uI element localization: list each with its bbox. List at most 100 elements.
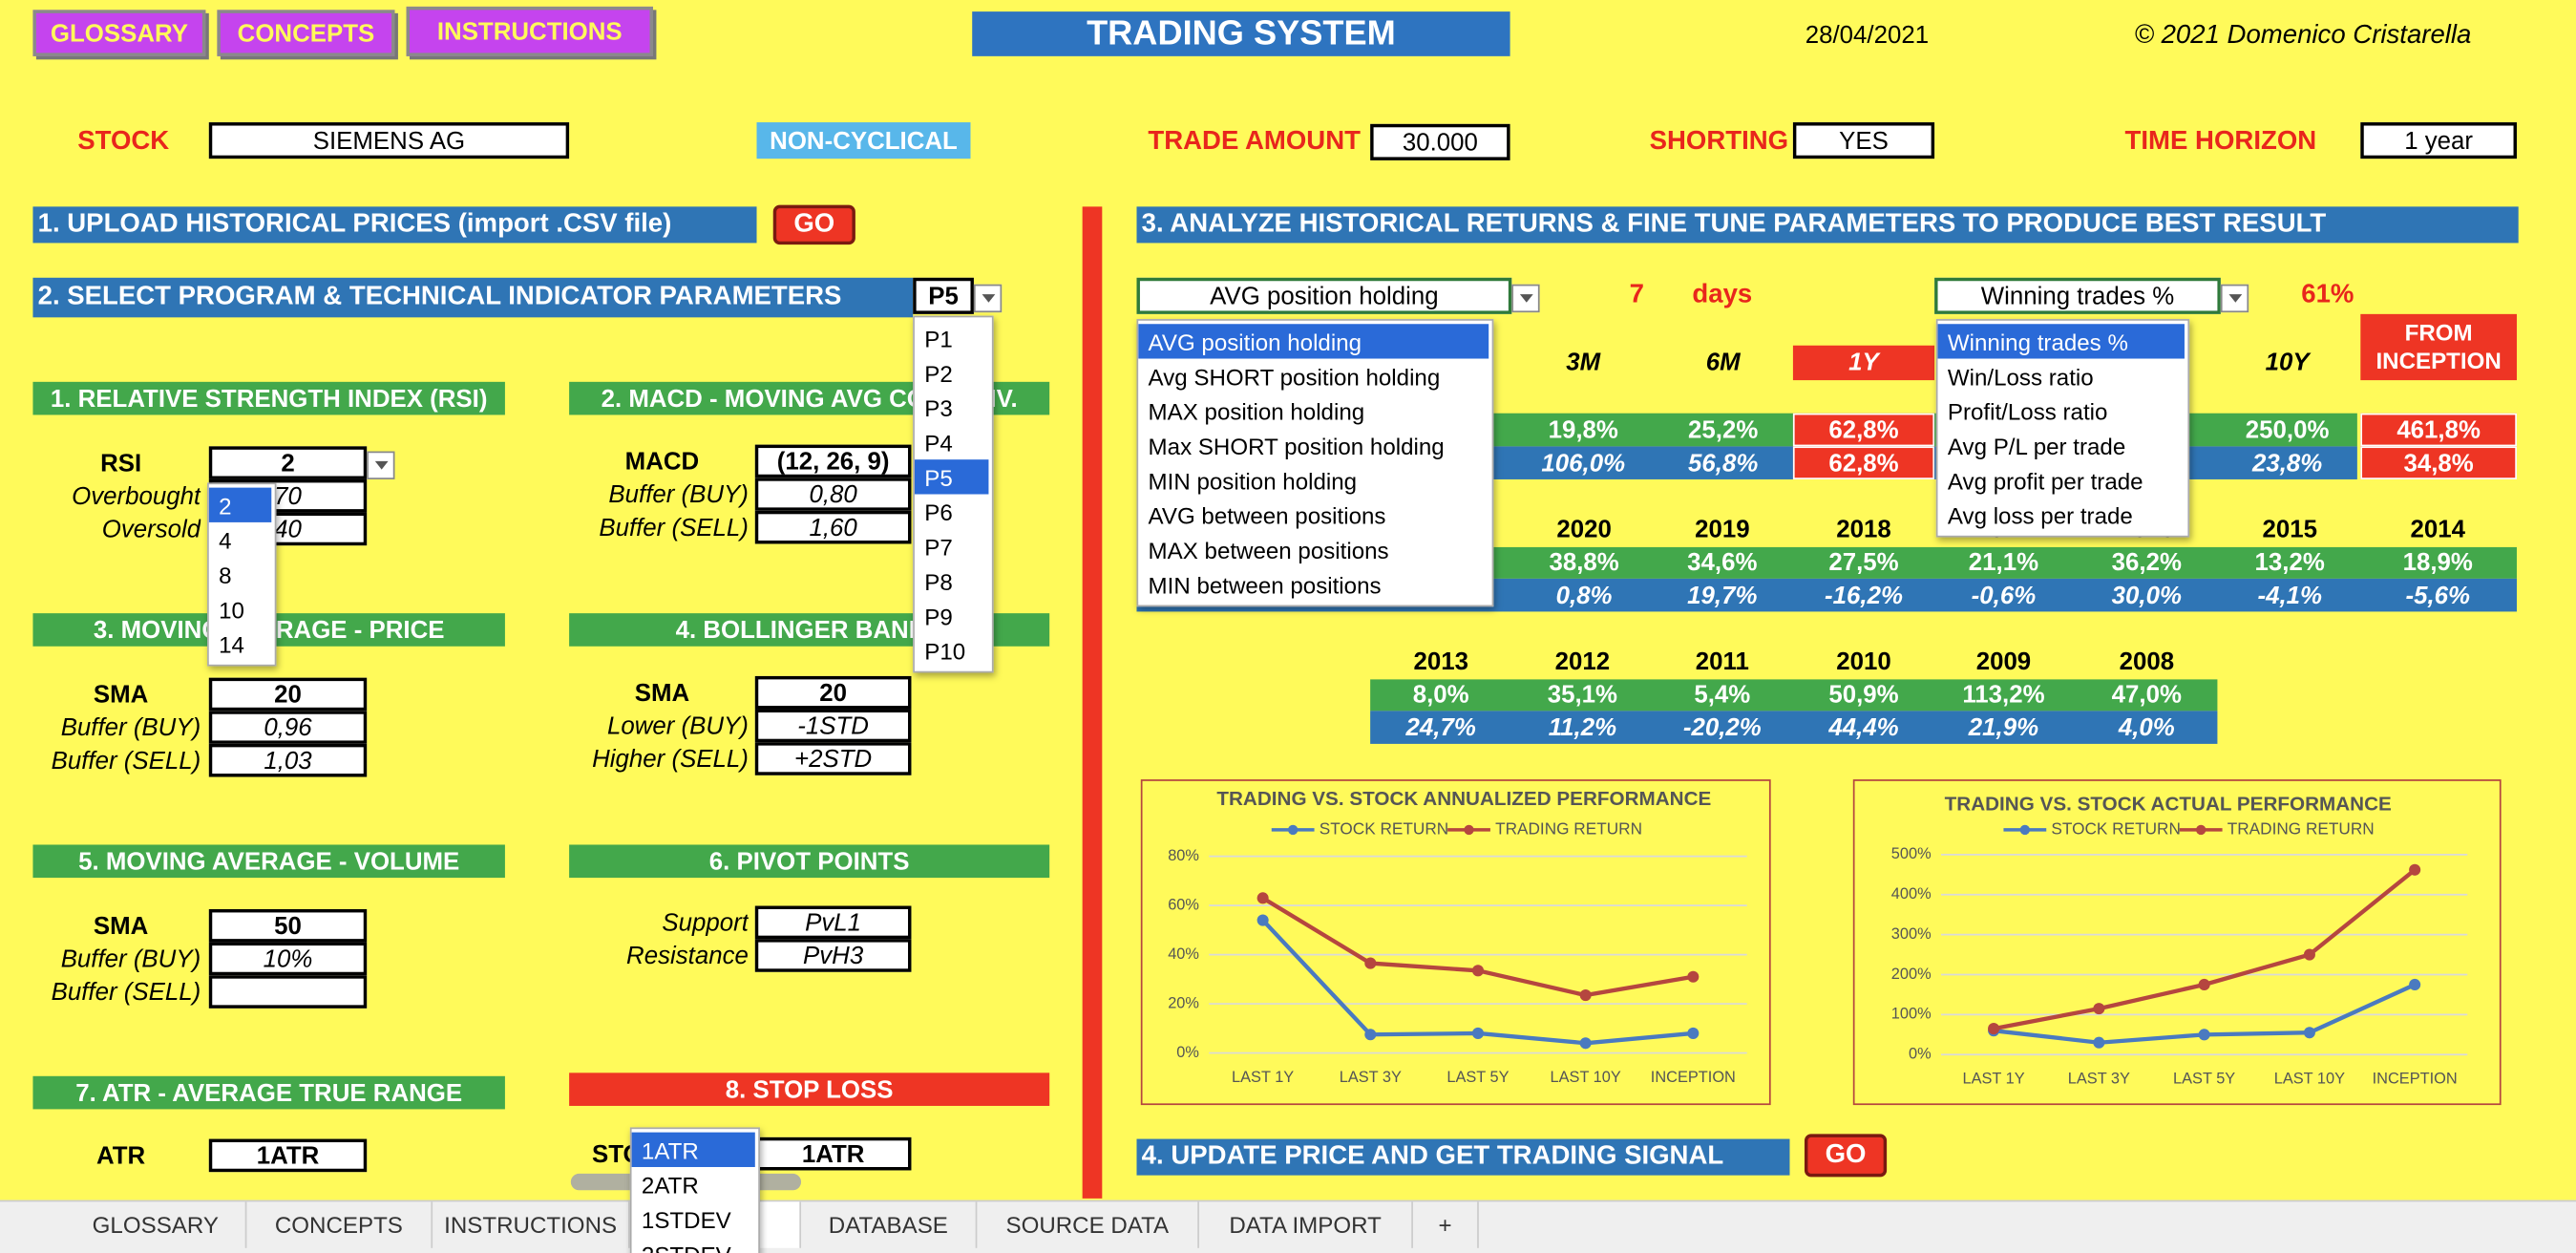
input-cell[interactable]: 0,80 bbox=[754, 478, 912, 511]
dropdown-option[interactable]: 4 bbox=[208, 521, 272, 558]
go-button[interactable]: GO bbox=[772, 204, 855, 245]
select-cell[interactable]: AVG position holding bbox=[1136, 277, 1512, 314]
input-cell[interactable]: +2STD bbox=[754, 742, 912, 775]
dropdown-option[interactable]: MAX position holding bbox=[1138, 393, 1489, 429]
dropdown-option[interactable]: Avg SHORT position holding bbox=[1138, 358, 1489, 393]
row-label: Higher (SELL) bbox=[592, 744, 749, 774]
trading-return: 113,2% bbox=[1962, 681, 2045, 710]
dropdown-option[interactable]: 2ATR bbox=[631, 1166, 755, 1202]
dropdown-option[interactable]: P8 bbox=[914, 563, 989, 599]
dropdown-option[interactable]: Avg P/L per trade bbox=[1937, 428, 2185, 463]
divider bbox=[1082, 206, 1103, 1199]
row-label: SMA bbox=[93, 680, 149, 709]
dropdown-option[interactable]: 10 bbox=[208, 591, 272, 626]
nav-button[interactable]: CONCEPTS bbox=[217, 10, 395, 56]
dropdown-option[interactable]: P1 bbox=[914, 320, 989, 356]
section-header: 4. UPDATE PRICE AND GET TRADING SIGNAL bbox=[1136, 1138, 1790, 1176]
trading-return: 50,9% bbox=[1828, 681, 1899, 710]
input-cell[interactable]: 1ATR bbox=[208, 1138, 368, 1173]
category-badge: NON-CYCLICAL bbox=[756, 122, 971, 159]
sheet-tab[interactable]: INSTRUCTIONS bbox=[433, 1201, 630, 1248]
data-point bbox=[2303, 948, 2315, 961]
stock-row bbox=[1370, 711, 2218, 744]
sheet-tab[interactable]: DATA IMPORT bbox=[1199, 1201, 1413, 1248]
sheet-tab[interactable]: GLOSSARY bbox=[66, 1201, 247, 1248]
dropdown-option[interactable]: Max SHORT position holding bbox=[1138, 428, 1489, 463]
dropdown-option[interactable]: 2 bbox=[208, 487, 272, 522]
legend-marker bbox=[1464, 824, 1474, 836]
stock-return: 4,0% bbox=[2118, 712, 2175, 742]
dropdown-option[interactable]: AVG between positions bbox=[1138, 497, 1489, 533]
y-tick-label: 200% bbox=[1891, 966, 1932, 983]
chart-frame bbox=[1140, 779, 1771, 1106]
dropdown-option[interactable]: P7 bbox=[914, 528, 989, 564]
nav-button[interactable]: INSTRUCTIONS bbox=[406, 6, 653, 56]
input-cell[interactable]: YES bbox=[1792, 122, 1935, 159]
row-label: Buffer (BUY) bbox=[608, 479, 749, 509]
dropdown-option[interactable]: 14 bbox=[208, 626, 272, 662]
sheet-tab[interactable]: SOURCE DATA bbox=[977, 1201, 1199, 1248]
dropdown-option[interactable]: P9 bbox=[914, 598, 989, 633]
dropdown-option[interactable]: Avg profit per trade bbox=[1937, 462, 2185, 498]
dropdown-arrow[interactable] bbox=[973, 284, 1003, 313]
input-cell[interactable]: 1 year bbox=[2360, 122, 2517, 159]
dropdown-option[interactable]: P3 bbox=[914, 390, 989, 425]
data-point bbox=[1471, 1027, 1485, 1040]
input-cell[interactable]: 1,03 bbox=[208, 743, 368, 777]
input-cell[interactable]: 30.000 bbox=[1370, 123, 1510, 160]
dropdown-option[interactable]: 1STDEV bbox=[631, 1201, 755, 1237]
dropdown-option[interactable]: 1ATR bbox=[631, 1132, 755, 1167]
sheet-title: TRADING SYSTEM bbox=[972, 11, 1510, 56]
dropdown-option[interactable]: Winning trades % bbox=[1937, 324, 2185, 359]
year-header: 2015 bbox=[2262, 515, 2317, 543]
nav-button[interactable]: GLOSSARY bbox=[32, 10, 206, 56]
sheet-tab[interactable]: + bbox=[1413, 1201, 1479, 1248]
input-cell[interactable]: 20 bbox=[208, 677, 368, 711]
dropdown-option[interactable]: Avg loss per trade bbox=[1937, 497, 2185, 533]
dropdown-option[interactable]: P5 bbox=[914, 459, 989, 495]
input-cell[interactable]: -1STD bbox=[754, 709, 912, 743]
input-cell[interactable]: 20 bbox=[754, 675, 912, 710]
input-cell[interactable]: 50 bbox=[208, 908, 368, 943]
trading-return: 25,2% bbox=[1688, 415, 1759, 444]
input-cell[interactable] bbox=[208, 975, 368, 1009]
dropdown-option[interactable]: 2STDEV bbox=[631, 1236, 755, 1253]
dropdown-option[interactable]: MIN position holding bbox=[1138, 462, 1489, 498]
input-cell[interactable]: 1,60 bbox=[754, 510, 912, 544]
trading-return: 38,8% bbox=[1549, 548, 1619, 578]
year-header: 2013 bbox=[1413, 647, 1468, 676]
tab-bar bbox=[0, 1200, 2576, 1253]
input-cell[interactable]: 0,96 bbox=[208, 711, 368, 744]
dropdown-option[interactable]: AVG position holding bbox=[1138, 324, 1489, 359]
stock-return: 21,9% bbox=[1968, 712, 2039, 742]
select-cell[interactable]: P5 bbox=[913, 277, 974, 314]
dropdown-option[interactable]: MAX between positions bbox=[1138, 532, 1489, 567]
input-cell[interactable]: PvL1 bbox=[754, 905, 912, 940]
input-cell[interactable]: SIEMENS AG bbox=[208, 122, 570, 159]
dropdown-option[interactable]: P2 bbox=[914, 355, 989, 391]
dropdown-option[interactable]: Profit/Loss ratio bbox=[1937, 393, 2185, 429]
input-cell[interactable]: PvH3 bbox=[754, 939, 912, 972]
go-button[interactable]: GO bbox=[1804, 1134, 1888, 1178]
trading-return: 461,8% bbox=[2360, 413, 2517, 447]
dropdown-option[interactable]: P6 bbox=[914, 494, 989, 529]
dropdown-option[interactable]: 8 bbox=[208, 557, 272, 592]
trading-return: 62,8% bbox=[1792, 413, 1935, 447]
input-cell[interactable]: (12, 26, 9) bbox=[754, 444, 912, 478]
input-cell[interactable]: 10% bbox=[208, 942, 368, 976]
dropdown-arrow[interactable] bbox=[2220, 284, 2249, 313]
dropdown-option[interactable]: MIN between positions bbox=[1138, 566, 1489, 603]
dropdown-option[interactable]: Win/Loss ratio bbox=[1937, 358, 2185, 393]
dropdown-option[interactable]: P10 bbox=[914, 632, 989, 669]
year-header: 2008 bbox=[2119, 647, 2175, 676]
sheet-tab[interactable]: DATABASE bbox=[801, 1201, 978, 1248]
year-header: 2014 bbox=[2410, 515, 2466, 543]
dropdown-arrow[interactable] bbox=[1511, 284, 1540, 313]
input-cell[interactable]: 2 bbox=[208, 446, 368, 479]
sheet-tab[interactable]: CONCEPTS bbox=[246, 1201, 433, 1248]
legend-marker bbox=[2019, 824, 2031, 836]
select-cell[interactable]: Winning trades % bbox=[1934, 277, 2221, 314]
dropdown-option[interactable]: P4 bbox=[914, 424, 989, 460]
input-cell[interactable]: 1ATR bbox=[754, 1136, 912, 1171]
dropdown-arrow[interactable] bbox=[367, 451, 395, 479]
